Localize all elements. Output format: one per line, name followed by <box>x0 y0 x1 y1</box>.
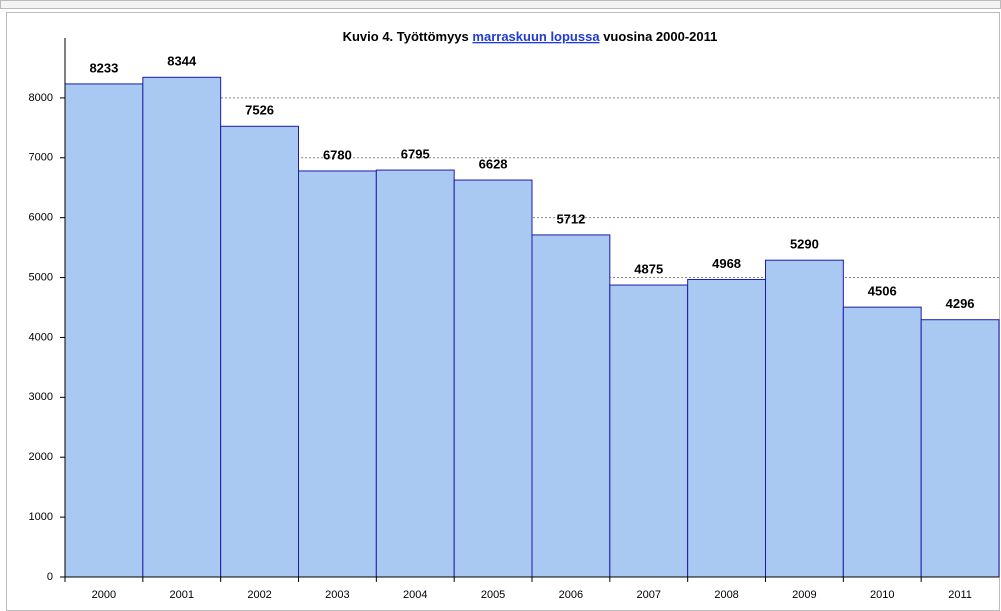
x-tick-label: 2003 <box>325 589 349 601</box>
title-part: vuosina 2000-2011 <box>603 29 717 44</box>
y-tick-label: 7000 <box>29 152 53 164</box>
x-tick-label: 2000 <box>92 589 116 601</box>
x-tick-label: 2011 <box>948 589 972 601</box>
y-tick-label: 3000 <box>29 391 53 403</box>
y-tick-label: 5000 <box>29 271 53 283</box>
x-tick-label: 2005 <box>481 589 505 601</box>
data-label: 4875 <box>634 261 663 276</box>
y-tick-label: 6000 <box>29 212 53 224</box>
x-tick-label: 2001 <box>170 589 194 601</box>
y-tick-label: 4000 <box>29 331 53 343</box>
bar <box>687 278 767 578</box>
data-label: 6628 <box>479 156 508 171</box>
bar <box>765 259 844 578</box>
x-tick-label: 2002 <box>247 589 271 601</box>
bar <box>375 169 455 578</box>
x-tick-label: 2007 <box>637 589 661 601</box>
data-label: 8344 <box>167 54 197 69</box>
bar <box>531 234 611 578</box>
data-label: 8233 <box>89 60 118 75</box>
top-strip <box>0 0 1001 9</box>
bar <box>220 125 300 578</box>
bar <box>298 170 377 578</box>
x-tick-label: 2008 <box>714 589 738 601</box>
title-part: Kuvio 4. Työttömyys <box>343 29 469 44</box>
data-label: 4296 <box>946 296 975 311</box>
data-label: 5290 <box>790 237 819 252</box>
data-label: 6795 <box>401 146 430 161</box>
y-tick-label: 0 <box>47 571 53 583</box>
bar <box>920 319 1000 578</box>
title-link[interactable]: marraskuun lopussa <box>472 29 600 44</box>
x-tick-label: 2010 <box>870 589 894 601</box>
bar <box>842 306 922 578</box>
bar <box>453 179 533 578</box>
data-label: 4506 <box>868 284 897 299</box>
data-label: 4968 <box>712 256 741 271</box>
chart-title: Kuvio 4. Työttömyys marraskuun lopussa v… <box>343 29 718 44</box>
x-tick-label: 2009 <box>792 589 816 601</box>
data-label: 5712 <box>556 211 585 226</box>
y-tick-label: 1000 <box>29 511 53 523</box>
y-tick-label: 2000 <box>29 451 53 463</box>
y-tick-label: 8000 <box>29 92 53 104</box>
bar <box>609 284 689 578</box>
data-label: 6780 <box>323 147 352 162</box>
x-tick-label: 2004 <box>403 589 427 601</box>
bar <box>142 76 222 578</box>
data-label: 7526 <box>245 103 274 118</box>
bar <box>64 83 144 578</box>
x-tick-label: 2006 <box>559 589 583 601</box>
